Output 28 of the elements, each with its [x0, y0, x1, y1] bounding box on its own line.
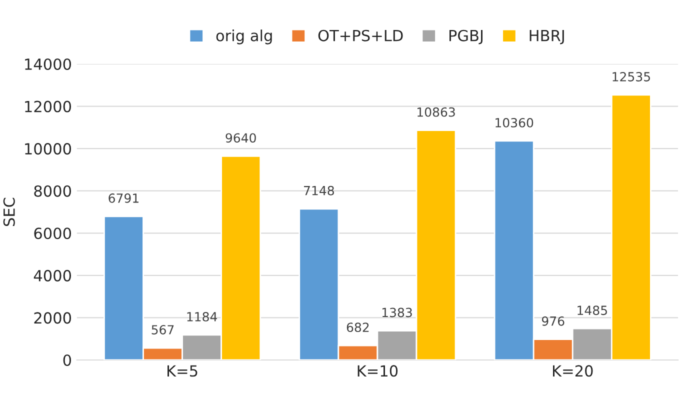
- y-tick-label: 6000: [34, 228, 72, 240]
- data-label: 1184: [187, 312, 218, 322]
- data-label: 1383: [382, 308, 412, 318]
- y-tick-label: 4000: [34, 270, 72, 282]
- y-tick-label: 12000: [25, 100, 72, 112]
- legend-label: OT+PS+LD: [318, 30, 403, 42]
- data-label: 682: [346, 322, 369, 332]
- x-tick-label: K=20: [553, 365, 593, 377]
- data-label: 12535: [612, 72, 650, 82]
- data-label: 6791: [108, 193, 138, 203]
- data-label: 9640: [226, 133, 256, 143]
- y-tick-label: 2000: [34, 312, 72, 324]
- y-axis-title: SEC: [3, 198, 15, 226]
- x-tick-label: K=5: [168, 365, 198, 377]
- y-tick-label: 10000: [25, 143, 72, 155]
- data-label: 10863: [418, 107, 455, 117]
- data-label: 7148: [304, 186, 334, 196]
- legend-label: PGBJ: [449, 30, 483, 44]
- y-tick-label: 8000: [34, 185, 72, 197]
- legend-label: orig alg: [216, 30, 272, 44]
- data-label: 10360: [496, 118, 534, 128]
- y-tick-label: 0: [63, 354, 72, 366]
- legend-label: HBRJ: [530, 30, 564, 44]
- y-tick-label: 14000: [25, 58, 72, 70]
- data-label: 976: [542, 316, 564, 326]
- x-tick-label: K=10: [358, 365, 398, 377]
- data-label: 567: [152, 325, 174, 334]
- data-label: 1485: [578, 306, 607, 316]
